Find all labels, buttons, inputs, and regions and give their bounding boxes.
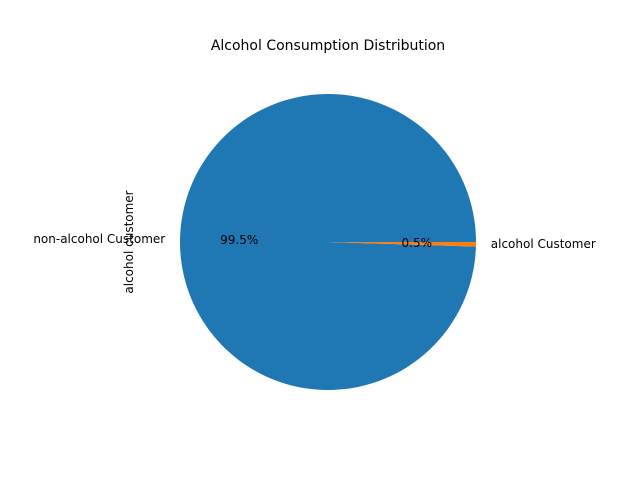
pie-labels: non-alcohol Customer 99.5% alcohol Custome…	[33, 232, 596, 251]
slice-category-label-2: alcohol Customer	[491, 237, 596, 251]
slice-percent-label-1: 99.5%	[220, 233, 258, 247]
pie-slices	[180, 93, 476, 390]
pie-slice-1	[180, 93, 476, 390]
slice-percent-label-2: 0.5%	[402, 236, 433, 250]
chart-title: Alcohol Consumption Distribution	[211, 38, 445, 54]
y-axis-label: alcohol customer	[122, 190, 136, 293]
pie-slice-2	[328, 242, 476, 247]
slice-category-label-1: non-alcohol Customer	[33, 232, 165, 246]
